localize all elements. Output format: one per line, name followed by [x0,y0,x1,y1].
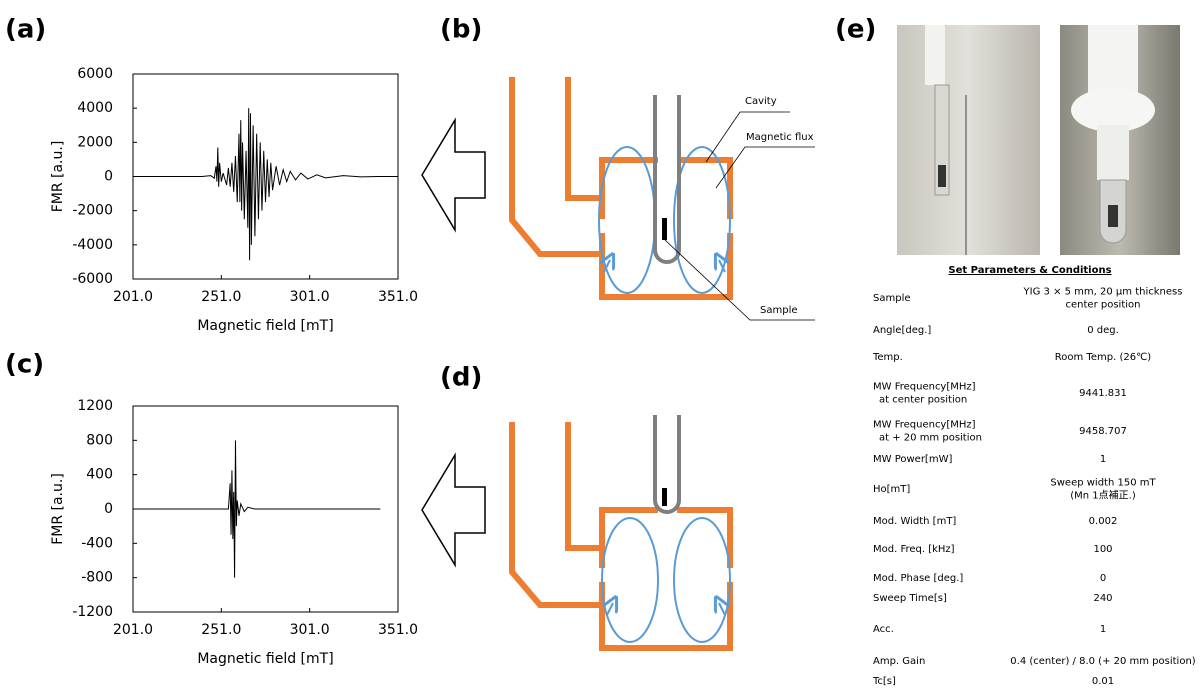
table-label: Temp. [872,352,903,363]
table-label: Mod. Phase [deg.] [873,573,963,584]
panel-label: (d) [440,363,482,393]
x-tick-label: 201.0 [113,289,153,305]
y-tick-label: -800 [81,570,113,586]
table-label: Amp. Gain [873,656,925,667]
signal-line [133,440,380,577]
table-title: Set Parameters & Conditions [948,265,1111,276]
y-tick-label: 0 [104,169,113,185]
table-label: Ho[mT] [873,484,910,495]
panel-label: (e) [835,15,876,45]
panel-label: (a) [5,15,46,45]
table-value: (Mn 1点補正.) [1070,489,1136,502]
table-value: Sweep width 150 mT [1050,478,1156,489]
table-label: at center position [879,395,967,406]
table-label: Angle[deg.] [873,325,931,336]
x-tick-label: 301.0 [290,622,330,638]
table-label: at + 20 mm position [879,433,982,444]
x-axis-label: Magnetic field [mT] [197,651,333,667]
y-tick-label: 800 [86,432,113,448]
table-label: Tc[s] [872,676,896,687]
table-label: Sample [873,293,911,304]
table-value: 240 [1093,593,1112,604]
cavity-diagram [512,80,815,320]
signal-line [133,108,398,260]
x-axis-label: Magnetic field [mT] [197,318,333,334]
y-tick-label: -4000 [72,237,113,253]
x-tick-label: 301.0 [290,289,330,305]
arrow [422,455,485,565]
photo [897,25,1180,255]
y-tick-label: -6000 [72,271,113,287]
table-label: Mod. Width [mT] [873,516,956,527]
cavity-diagram [512,415,730,648]
table-value: 0.002 [1089,516,1118,527]
table-value: 1 [1100,624,1106,635]
diagram-label: Sample [760,305,798,316]
y-tick-label: -1200 [72,604,113,620]
table-value: 9441.831 [1079,388,1127,399]
figure: (a) (b) (c) (d) (e) Cavity Magnetic flux… [0,0,1204,688]
y-tick-label: 400 [86,467,113,483]
table-value: center position [1066,300,1141,311]
y-tick-label: 1200 [77,398,113,414]
panel-label: (b) [440,15,482,45]
table-label: MW Frequency[MHz] [873,382,976,393]
table-value: 9458.707 [1079,426,1127,437]
panel-label: (c) [5,350,44,380]
y-axis-label: FMR [a.u.] [50,473,66,545]
y-tick-label: 4000 [77,100,113,116]
diagram-label: Magnetic flux [746,132,814,143]
y-tick-label: 6000 [77,66,113,82]
x-tick-label: 251.0 [201,289,241,305]
y-tick-label: 2000 [77,134,113,150]
x-tick-label: 351.0 [378,622,418,638]
table-value: 0 [1100,573,1106,584]
table-value: 0.01 [1092,676,1114,687]
table-value: Room Temp. (26℃) [1055,352,1152,363]
y-tick-label: 0 [104,501,113,517]
table-label: Sweep Time[s] [873,593,947,604]
x-tick-label: 351.0 [378,289,418,305]
y-axis-label: FMR [a.u.] [50,141,66,213]
y-tick-label: -400 [81,535,113,551]
arrow [422,120,485,230]
table-value: 0.4 (center) / 8.0 (+ 20 mm position) [1010,656,1195,667]
table-value: YIG 3 × 5 mm, 20 μm thickness [1023,287,1183,298]
table-label: MW Power[mW] [873,454,952,465]
table-label: Mod. Freq. [kHz] [873,544,955,555]
diagram-label: Cavity [745,96,777,107]
table-label: Acc. [873,624,894,635]
x-tick-label: 201.0 [113,622,153,638]
table-label: MW Frequency[MHz] [873,420,976,431]
table-value: 1 [1100,454,1106,465]
table-value: 0 deg. [1087,325,1119,336]
table-value: 100 [1093,544,1112,555]
y-tick-label: -2000 [72,203,113,219]
x-tick-label: 251.0 [201,622,241,638]
